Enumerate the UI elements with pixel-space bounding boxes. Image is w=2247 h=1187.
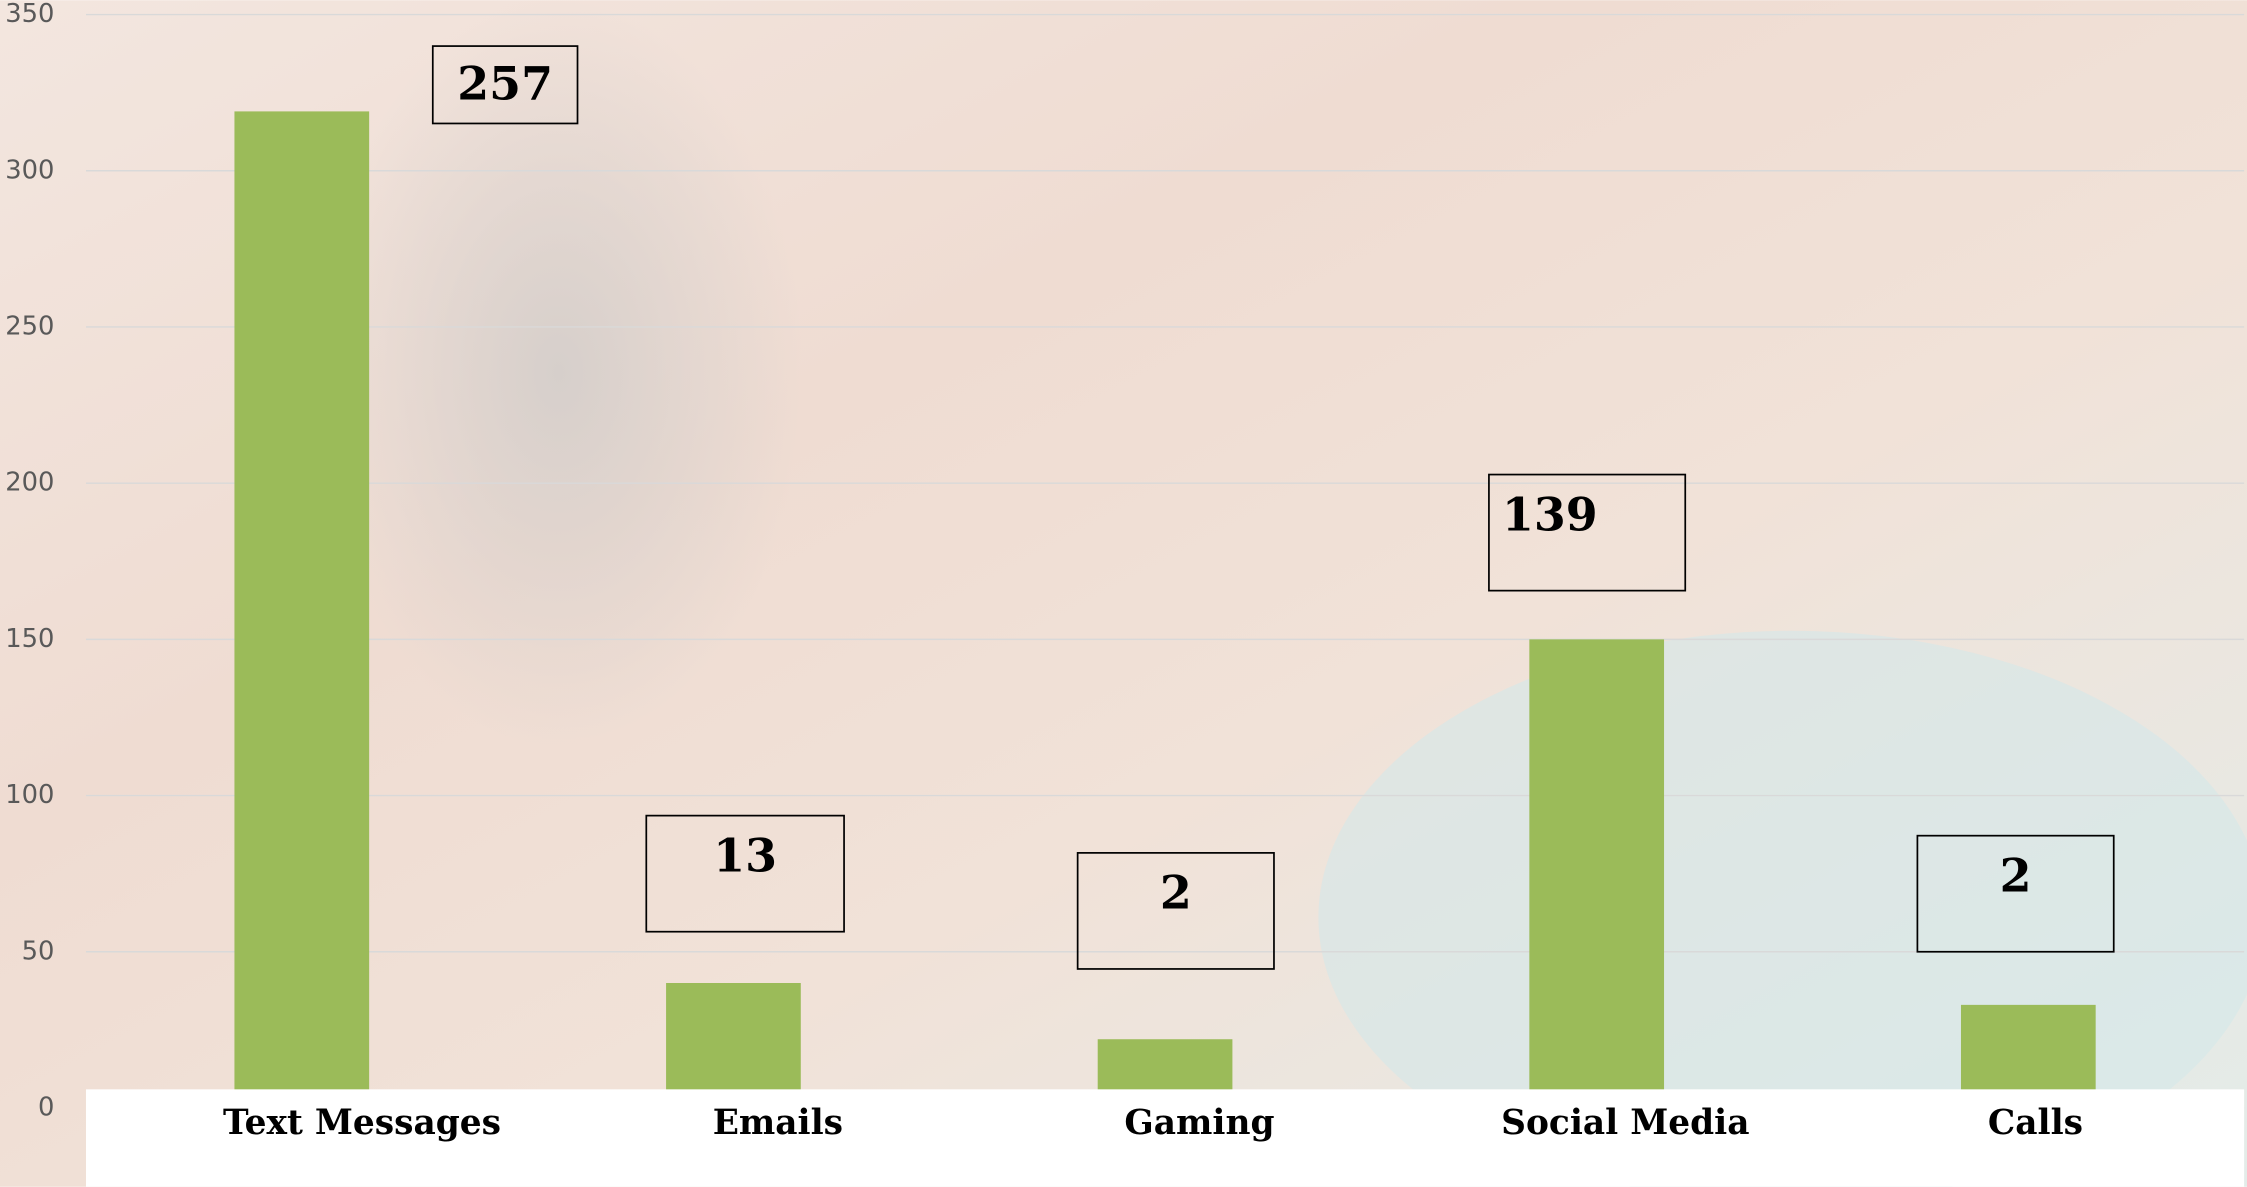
y-tick-label: 0 <box>38 1092 54 1122</box>
y-tick-label: 150 <box>5 624 54 654</box>
bar <box>666 983 801 1108</box>
chart: 0 50 100 150 200 250 300 350 Text Messages 257 Em… <box>0 0 2247 1187</box>
annotation: 2 <box>1160 866 1192 920</box>
y-tick-label: 100 <box>5 780 54 810</box>
page: {"chart_data": {"type": "bar", "categori… <box>0 0 2247 1187</box>
x-tick-label: Emails <box>713 1103 843 1143</box>
annotation: 257 <box>457 57 553 111</box>
x-tick-label: Gaming <box>1124 1103 1274 1143</box>
bar <box>1529 639 1664 1108</box>
bar <box>234 111 369 1108</box>
y-tick-label: 50 <box>22 936 55 966</box>
x-tick-label: Text Messages <box>223 1103 501 1143</box>
x-tick-label: Calls <box>1988 1103 2083 1143</box>
y-tick-label: 200 <box>5 468 54 498</box>
annotation: 2 <box>2000 848 2032 902</box>
y-tick-label: 300 <box>5 155 54 185</box>
x-tick-label: Social Media <box>1501 1103 1749 1143</box>
annotation: 13 <box>713 828 777 882</box>
annotation: 139 <box>1502 487 1598 541</box>
y-tick-label: 350 <box>5 0 54 29</box>
background-shape <box>315 0 802 745</box>
y-tick-label: 250 <box>5 311 54 341</box>
